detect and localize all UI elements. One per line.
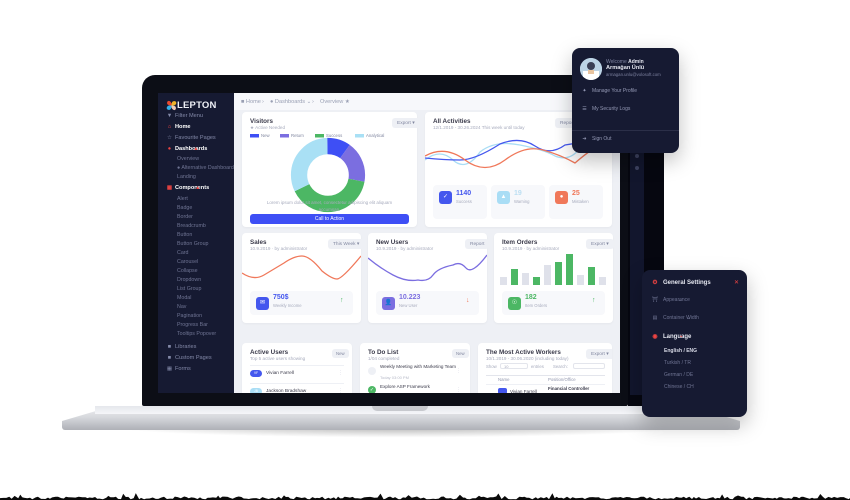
svg-text:Analytical: Analytical	[366, 133, 384, 138]
svg-text:New: New	[261, 133, 270, 138]
